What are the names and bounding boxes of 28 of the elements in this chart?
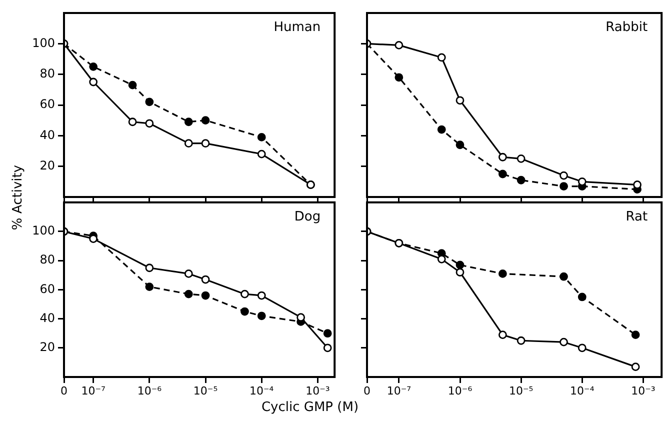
y-tick-label: 20: [40, 340, 55, 354]
x-tick-label: 10⁻⁵: [193, 384, 218, 398]
y-tick-label: 100: [32, 224, 55, 238]
x-tick-label: 10⁻⁵: [508, 384, 534, 398]
y-tick-label: 80: [40, 66, 55, 80]
y-tick-label: 40: [40, 310, 55, 325]
x-axis-title: Cyclic GMP (M): [260, 400, 360, 415]
y-axis-title: % Activity: [10, 164, 26, 232]
y-tick-label: 80: [40, 252, 55, 267]
text: Human: [274, 20, 321, 35]
y-tick-label: 40: [40, 128, 55, 142]
x-tick-label: 10⁻⁶: [137, 384, 162, 398]
x-tick-label: 10⁻⁴: [250, 384, 274, 398]
x-tick-label: 10⁻⁷: [81, 384, 106, 398]
x-tick-label: 10⁻⁶: [448, 384, 473, 398]
y-tick-label: 100: [32, 36, 55, 50]
x-tick-label: 0: [364, 384, 370, 398]
text: Rabbit: [606, 20, 648, 35]
x-tick-label: 0: [60, 384, 68, 398]
text: Dog: [294, 209, 321, 224]
x-tick-label: 10⁻⁷: [386, 384, 412, 398]
text: Rat: [626, 209, 648, 224]
y-tick-label: 60: [40, 282, 55, 296]
y-tick-label: 20: [40, 158, 55, 172]
x-tick-label: 10⁻³: [306, 384, 330, 398]
x-tick-label: 10⁻⁴: [570, 384, 595, 398]
x-tick-label: 10⁻³: [631, 384, 656, 398]
y-tick-label: 60: [40, 97, 55, 112]
